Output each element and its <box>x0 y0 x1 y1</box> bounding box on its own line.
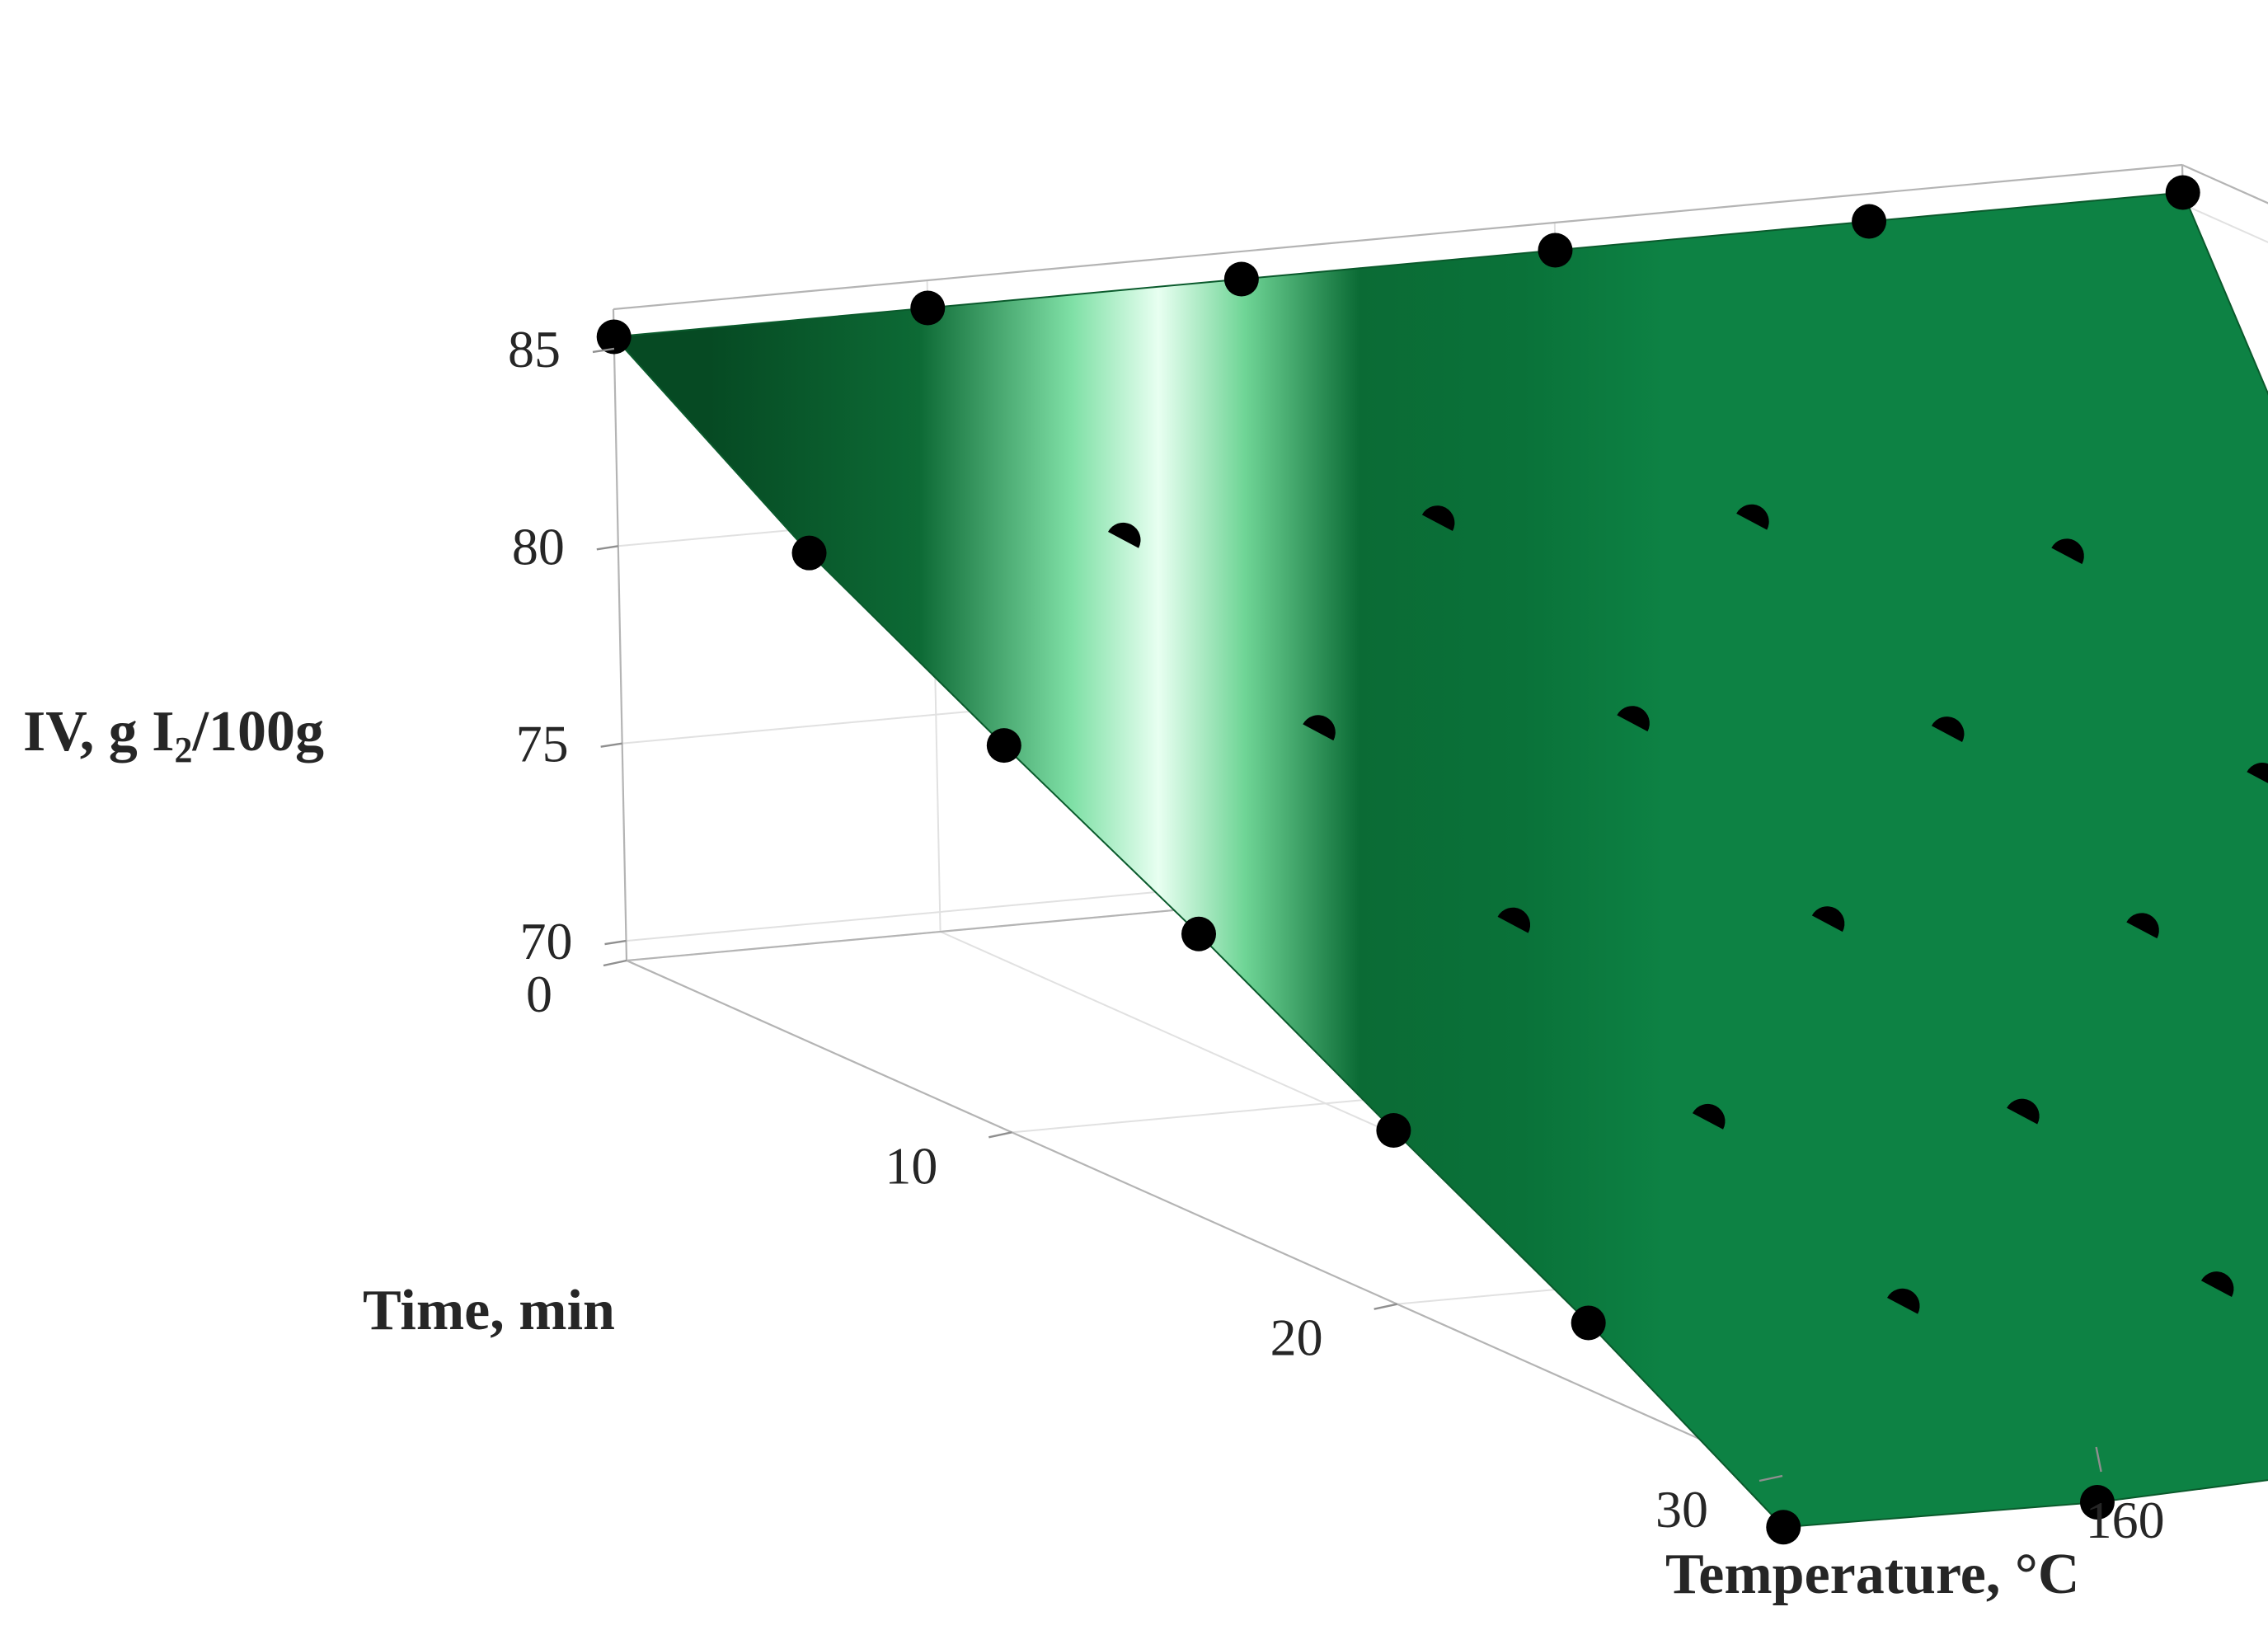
y-tick-label: 10 <box>885 1136 937 1195</box>
data-point <box>1692 1103 1726 1130</box>
x-tick-label: 160 <box>2086 1491 2165 1549</box>
data-point <box>1181 916 1217 951</box>
data-point <box>1421 505 1455 532</box>
iv-surface <box>613 191 2268 1529</box>
data-point <box>1571 1305 1606 1341</box>
y-axis-title: Time, min <box>363 1279 615 1342</box>
axis-ticks: 707580850102030160180200 <box>508 320 2165 1549</box>
data-point <box>910 290 946 326</box>
x-axis-title: Temperature, °C <box>1665 1543 2079 1606</box>
z-tick-mark <box>600 742 622 748</box>
y-tick-mark <box>1373 1303 1397 1310</box>
data-point <box>1538 233 1573 268</box>
box-edge <box>613 163 2183 311</box>
data-point <box>2051 538 2084 565</box>
z-tick-mark <box>604 939 627 946</box>
data-point <box>1852 204 1887 239</box>
y-tick-mark <box>988 1131 1012 1139</box>
data-point <box>1497 907 1531 933</box>
y-tick-label: 20 <box>1270 1308 1323 1367</box>
surface <box>613 191 2268 1529</box>
data-points <box>596 175 2268 1545</box>
data-point <box>1736 504 1769 530</box>
box-edge <box>612 308 628 961</box>
data-point <box>1617 706 1650 732</box>
data-point <box>1107 522 1141 548</box>
z-axis-title: IV, g I2/100g <box>23 700 324 770</box>
z-tick-label: 75 <box>516 715 569 773</box>
data-point <box>2079 1485 2115 1520</box>
y-tick-mark <box>1759 1474 1783 1482</box>
box-edge <box>626 959 1783 1478</box>
y-tick-label: 0 <box>526 965 552 1023</box>
data-point <box>1931 716 1965 742</box>
data-point <box>2165 175 2200 210</box>
z-tick-mark <box>596 545 619 551</box>
x-tick-mark <box>2095 1446 2102 1473</box>
z-tick-label: 70 <box>520 912 573 970</box>
data-point <box>2007 1098 2040 1125</box>
y-tick-mark <box>603 959 627 967</box>
data-point <box>1376 1113 1411 1148</box>
data-point <box>2126 913 2159 939</box>
data-point <box>2247 763 2268 788</box>
z-tick-label: 85 <box>508 320 561 378</box>
data-point <box>986 728 1021 763</box>
data-point <box>2200 1271 2234 1298</box>
y-tick-label: 30 <box>1655 1480 1708 1539</box>
data-point <box>1223 261 1259 297</box>
data-point <box>1811 906 1845 933</box>
z-tick-label: 80 <box>512 517 565 576</box>
data-point <box>1766 1510 1801 1545</box>
data-point <box>1887 1288 1920 1314</box>
data-point <box>596 319 632 355</box>
z-tick-mark <box>592 347 615 354</box>
data-point <box>1303 715 1336 741</box>
data-point <box>791 535 827 571</box>
